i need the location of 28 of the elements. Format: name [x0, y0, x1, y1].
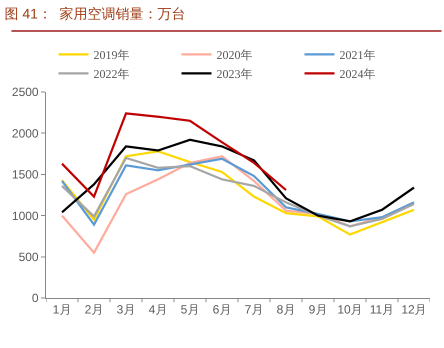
x-tick-label: 5月	[180, 302, 200, 316]
x-tick-label: 9月	[308, 302, 328, 316]
line-series	[60, 112, 288, 198]
legend-label: 2020年	[216, 48, 252, 62]
chart-title: 图 41： 家用空调销量：万台	[4, 6, 186, 22]
legend-label: 2019年	[94, 48, 130, 62]
x-tick-label: 7月	[244, 302, 264, 316]
x-tick-label: 12月	[401, 302, 427, 316]
legend-label: 2021年	[340, 48, 376, 62]
y-tick-label: 500	[18, 250, 39, 264]
x-tick-label: 2月	[84, 302, 104, 316]
x-tick-label: 4月	[148, 302, 168, 316]
legend-label: 2024年	[340, 67, 376, 82]
y-tick-label: 1000	[12, 208, 39, 223]
y-tick-label: 2500	[12, 85, 39, 100]
y-tick-label: 1500	[12, 168, 39, 182]
legend-label: 2022年	[94, 67, 130, 82]
x-tick-label: 6月	[212, 302, 232, 316]
x-tick-label: 11月	[370, 302, 394, 316]
x-tick-label: 3月	[116, 302, 136, 316]
y-tick-label: 0	[32, 291, 39, 306]
x-tick-label: 1月	[52, 302, 72, 316]
line-series	[60, 138, 416, 222]
x-tick-label: 10月	[337, 302, 363, 316]
line-series	[60, 150, 416, 236]
x-tick-label: 8月	[276, 302, 296, 316]
legend-label: 2023年	[216, 67, 252, 82]
y-tick-label: 2000	[12, 126, 39, 140]
